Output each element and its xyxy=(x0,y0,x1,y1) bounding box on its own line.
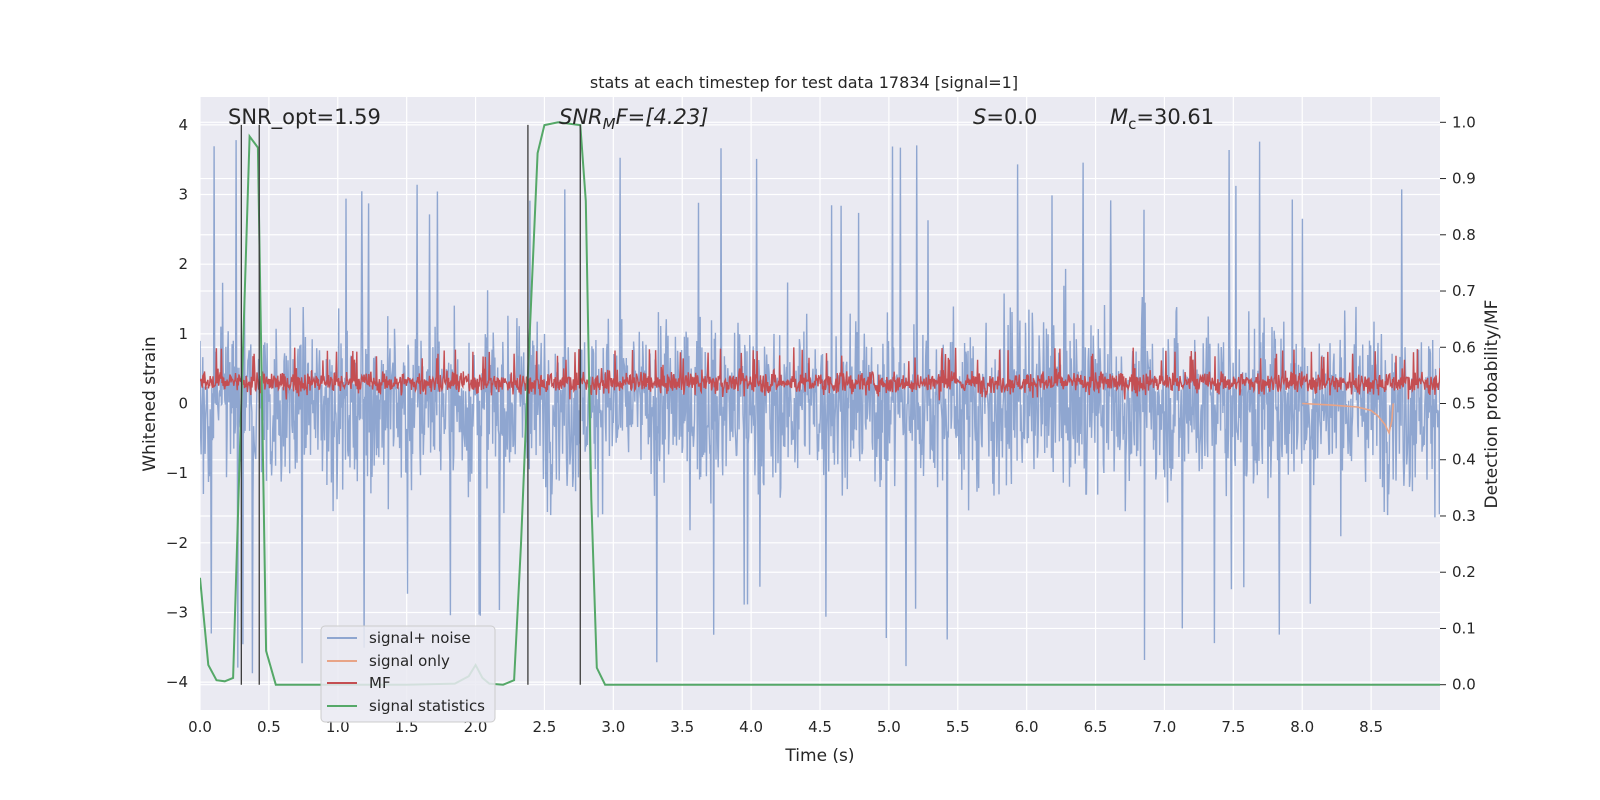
snr-mf-annotation: SNRMF=[4.23] xyxy=(559,105,708,133)
x-tick-label: 8.0 xyxy=(1290,718,1314,736)
series-signal-only xyxy=(1302,402,1394,436)
y-right-tick-label: 0.4 xyxy=(1452,451,1476,469)
y-left-tick-label: −1 xyxy=(166,464,188,482)
y-right-tick-label: 0.5 xyxy=(1452,395,1476,413)
x-tick-label: 5.0 xyxy=(877,718,901,736)
y-right-tick-label: 0.2 xyxy=(1452,563,1476,581)
x-tick-label: 8.5 xyxy=(1359,718,1383,736)
x-tick-label: 0.5 xyxy=(257,718,281,736)
legend-label-signal-statistics: signal statistics xyxy=(369,697,485,715)
x-tick-label: 7.5 xyxy=(1221,718,1245,736)
x-tick-label: 6.5 xyxy=(1084,718,1108,736)
mc-annotation: Mc=30.61 xyxy=(1110,105,1214,133)
x-tick-label: 2.5 xyxy=(533,718,557,736)
y-right-tick-label: 0.8 xyxy=(1452,226,1476,244)
y-right-tick-label: 0.7 xyxy=(1452,282,1476,300)
x-tick-label: 6.0 xyxy=(1015,718,1039,736)
y-right-tick-label: 1.0 xyxy=(1452,113,1476,131)
y-right-tick-label: 0.9 xyxy=(1452,170,1476,188)
legend-label-signal-noise: signal+ noise xyxy=(369,629,471,647)
legend-label-signal-only: signal only xyxy=(369,652,450,670)
y-right-tick-label: 0.1 xyxy=(1452,619,1476,637)
x-tick-label: 7.0 xyxy=(1153,718,1177,736)
y-left-tick-label: 3 xyxy=(178,186,188,204)
y-axis-label-left: Whitened strain xyxy=(140,336,160,471)
x-tick-label: 3.0 xyxy=(601,718,625,736)
snr-opt-annotation: SNR_opt=1.59 xyxy=(228,105,381,130)
y-axis-label-right: Detection probability/MF xyxy=(1482,300,1502,509)
y-right-tick-label: 0.3 xyxy=(1452,507,1476,525)
legend-label-mf: MF xyxy=(369,674,391,692)
y-left-tick-label: −2 xyxy=(166,534,188,552)
x-tick-label: 4.0 xyxy=(739,718,763,736)
x-tick-label: 0.0 xyxy=(188,718,212,736)
y-left-tick-label: 0 xyxy=(178,395,188,413)
y-left-tick-label: −3 xyxy=(166,603,188,621)
y-left-tick-label: 2 xyxy=(178,255,188,273)
chart-title: stats at each timestep for test data 178… xyxy=(590,73,1018,92)
y-left-tick-label: 1 xyxy=(178,325,188,343)
y-left-tick-label: 4 xyxy=(178,116,188,134)
s-annotation: S=0.0 xyxy=(973,105,1037,129)
y-left-tick-label: −4 xyxy=(166,673,188,691)
x-tick-label: 5.5 xyxy=(946,718,970,736)
y-right-tick-label: 0.0 xyxy=(1452,676,1476,694)
y-right-tick-label: 0.6 xyxy=(1452,338,1476,356)
x-tick-label: 4.5 xyxy=(808,718,832,736)
x-tick-label: 3.5 xyxy=(670,718,694,736)
legend: signal+ noise signal only MF signal stat… xyxy=(320,625,496,723)
legend-frame xyxy=(320,625,496,723)
series-mf xyxy=(200,347,1440,401)
x-axis-label: Time (s) xyxy=(784,746,854,766)
